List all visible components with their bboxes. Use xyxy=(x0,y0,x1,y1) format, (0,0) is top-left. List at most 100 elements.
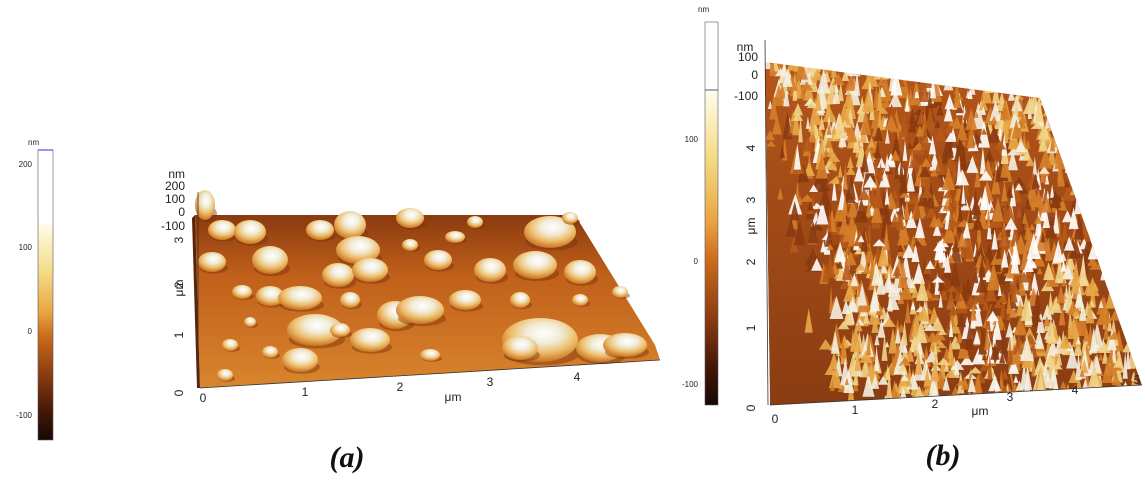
peak xyxy=(1082,204,1092,216)
peak xyxy=(1073,167,1084,174)
peak xyxy=(1014,72,1020,79)
peak xyxy=(937,78,942,86)
x-label: μm xyxy=(445,390,462,404)
peak xyxy=(1067,102,1077,120)
peak xyxy=(1045,76,1054,94)
y-tick: 2 xyxy=(744,258,758,265)
peak xyxy=(1113,399,1126,405)
peak xyxy=(837,47,841,70)
peak xyxy=(947,72,960,83)
peak xyxy=(1022,395,1031,412)
peak xyxy=(1133,321,1142,331)
x-tick: 3 xyxy=(1007,390,1014,404)
peak xyxy=(1095,177,1104,204)
peak xyxy=(856,58,862,73)
colorbar-tick: 200 xyxy=(19,160,33,169)
peak xyxy=(1139,390,1145,398)
peak xyxy=(1097,388,1105,400)
peak xyxy=(1057,107,1070,115)
colorbar-tick: 100 xyxy=(19,243,33,252)
x-tick: 0 xyxy=(772,412,779,426)
peak xyxy=(989,393,996,400)
peak xyxy=(1125,392,1132,419)
peak xyxy=(1031,393,1036,407)
peak xyxy=(835,52,849,71)
peak xyxy=(1110,285,1114,294)
peak xyxy=(943,394,956,407)
peak xyxy=(1087,160,1097,187)
peak xyxy=(1060,71,1071,90)
peak xyxy=(1010,73,1017,91)
peak xyxy=(822,48,828,68)
figure: nm 200 100 0 -100 nm 200 100 0 -100 3 2 … xyxy=(0,0,1145,480)
peak xyxy=(959,398,971,408)
z-tick: 0 xyxy=(178,205,185,219)
peak xyxy=(1083,203,1092,211)
peak xyxy=(823,50,833,74)
peak xyxy=(1066,388,1071,401)
grain xyxy=(562,212,578,224)
peak xyxy=(1026,76,1037,83)
peak xyxy=(866,59,870,82)
peak xyxy=(1095,239,1107,250)
peak xyxy=(1094,159,1099,174)
y-label: μm xyxy=(172,280,186,297)
peak xyxy=(1122,397,1131,407)
peak xyxy=(1022,63,1030,82)
colorbar-unit: nm xyxy=(698,5,709,14)
y-label: μm xyxy=(744,218,758,235)
grain xyxy=(572,294,588,306)
peak xyxy=(1071,114,1075,130)
peak xyxy=(1040,402,1047,412)
peak xyxy=(1056,95,1061,114)
peak xyxy=(907,61,913,72)
grain xyxy=(603,333,647,357)
peak xyxy=(1043,72,1056,81)
grain xyxy=(564,260,596,284)
peak xyxy=(1048,88,1054,102)
peak xyxy=(1057,125,1062,132)
peak xyxy=(1009,75,1020,90)
peak xyxy=(857,67,870,74)
peak xyxy=(1049,109,1056,131)
colorbar xyxy=(705,22,718,405)
peak xyxy=(1118,390,1130,403)
grain xyxy=(396,296,444,324)
peak xyxy=(985,72,995,84)
grain xyxy=(278,286,322,310)
peak xyxy=(859,50,865,72)
peak xyxy=(932,54,941,80)
peak xyxy=(1052,103,1057,121)
peak xyxy=(889,48,900,71)
peak xyxy=(1072,69,1078,90)
z-tick: 200 xyxy=(165,179,185,193)
peak xyxy=(1102,244,1113,251)
z-tick: -100 xyxy=(734,89,758,103)
peak xyxy=(952,398,964,405)
peak xyxy=(950,60,957,83)
peak xyxy=(1041,81,1054,97)
peak xyxy=(911,64,923,76)
peak xyxy=(961,69,972,83)
x-tick: 3 xyxy=(487,375,494,389)
peak xyxy=(1112,254,1116,266)
peak xyxy=(1137,404,1145,416)
grain xyxy=(510,292,530,308)
peak xyxy=(1089,229,1094,237)
grain xyxy=(424,250,452,270)
peak xyxy=(1100,397,1107,404)
peak xyxy=(952,51,962,76)
y-tick: 3 xyxy=(172,236,186,243)
peak xyxy=(1093,228,1103,238)
peak xyxy=(918,57,925,79)
grain xyxy=(352,258,388,282)
peak xyxy=(1071,170,1081,184)
peak xyxy=(909,61,921,78)
peak xyxy=(891,52,897,78)
grain xyxy=(330,323,350,337)
peak xyxy=(856,68,861,75)
peak xyxy=(1083,113,1090,134)
afm-surface xyxy=(749,44,1145,418)
grain xyxy=(474,258,506,282)
colorbar-tick: -100 xyxy=(682,380,699,389)
